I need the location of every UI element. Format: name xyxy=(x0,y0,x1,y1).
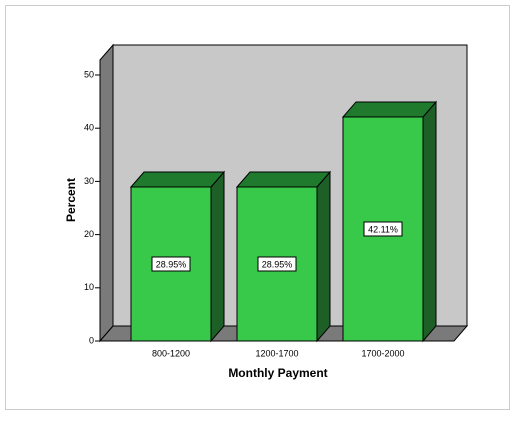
bar-top xyxy=(341,101,438,118)
x-tick-label: 1700-2000 xyxy=(361,348,404,358)
y-tick-label: 30 xyxy=(84,176,94,186)
value-label-box xyxy=(257,256,297,272)
value-label: 42.11% xyxy=(368,224,398,234)
y-tick-label: 20 xyxy=(84,229,94,239)
value-label-box xyxy=(363,221,403,237)
side-wall xyxy=(99,43,114,343)
bar-top xyxy=(129,171,226,188)
y-tick-label: 0 xyxy=(89,335,94,345)
value-label-box xyxy=(151,256,191,272)
y-axis-label: Percent xyxy=(64,178,78,222)
y-tick-label: 50 xyxy=(84,69,94,79)
y-tick-label: 40 xyxy=(84,123,94,133)
value-label: 28.95% xyxy=(156,259,187,269)
x-tick-label: 1200-1700 xyxy=(255,348,298,358)
bar-side xyxy=(422,100,437,343)
bar-side xyxy=(210,170,225,343)
y-tick-label: 10 xyxy=(84,282,94,292)
value-label: 28.95% xyxy=(262,259,293,269)
x-axis-label: Monthly Payment xyxy=(228,366,327,380)
x-tick-label: 800-1200 xyxy=(152,348,190,358)
bar-top xyxy=(235,171,332,188)
bar-side xyxy=(316,170,331,343)
